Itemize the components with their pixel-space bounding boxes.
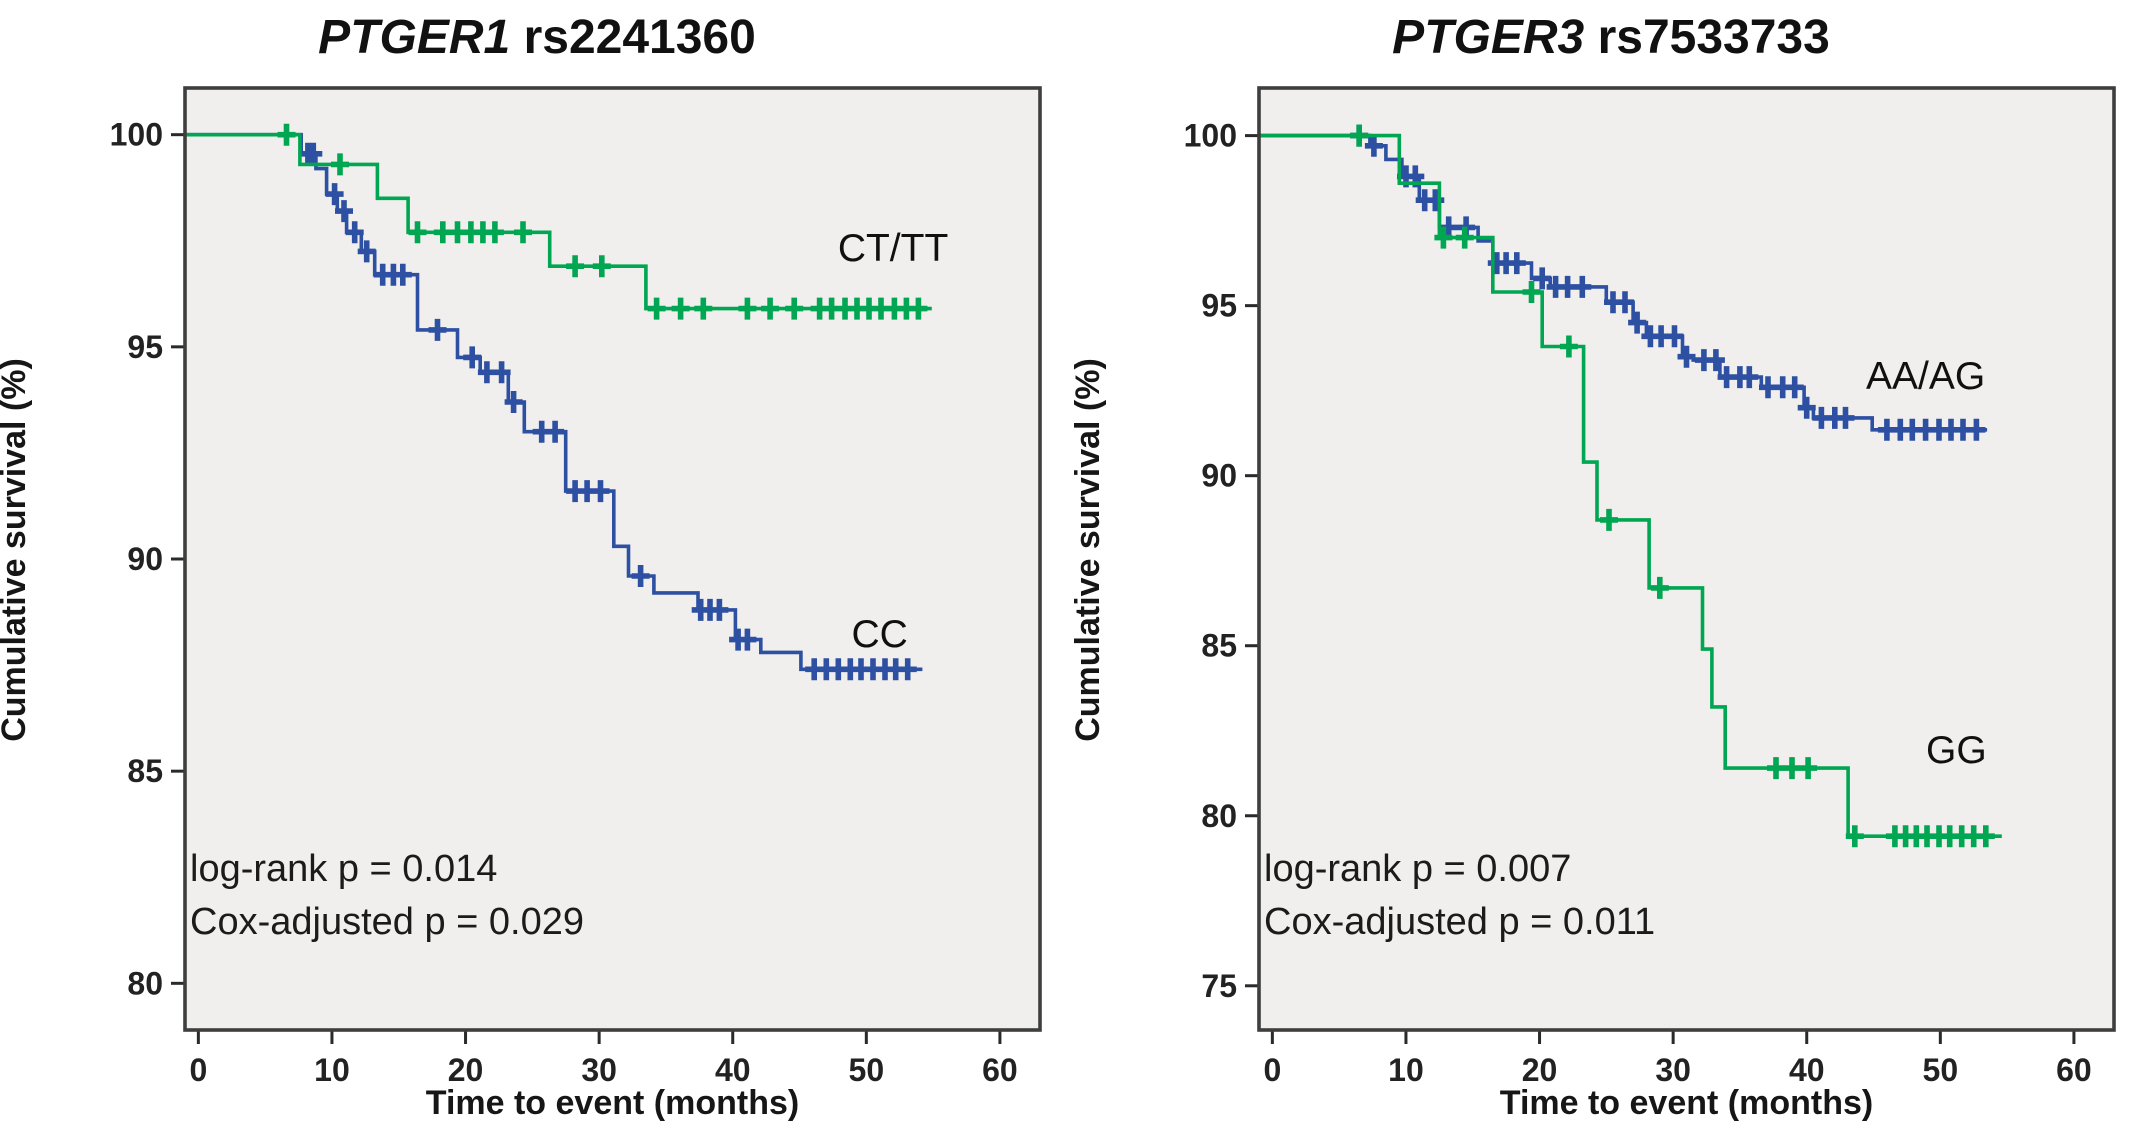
y-tick-label: 85 [1201,628,1237,664]
y-tick-label: 90 [1201,458,1237,494]
plot-border [1257,86,2116,1032]
x-tick-label: 30 [581,1052,617,1088]
y-tick-label: 95 [127,329,163,365]
snp-id: rs2241360 [523,11,756,64]
x-tick-label: 20 [1522,1052,1558,1088]
cox-adjusted-p: Cox-adjusted p = 0.029 [190,901,584,943]
chart-title-ptger3: PTGER3 rs7533733 [1074,10,2148,72]
censor-marks-cc [298,142,917,681]
plot-area [185,88,1040,1030]
y-axis-title: Cumulative survival (%) [0,358,33,742]
censor-marks-gg [1350,124,1995,848]
x-tick-label: 10 [1388,1052,1424,1088]
y-tick-label: 95 [1201,288,1237,324]
gene-name: PTGER3 [1392,11,1585,64]
y-tick-label: 100 [110,117,163,153]
chart-title-ptger1: PTGER1 rs2241360 [0,10,1074,72]
log-rank-p: log-rank p = 0.007 [1264,848,1572,890]
y-axis-title: Cumulative survival (%) [1069,358,1107,742]
y-tick-label: 100 [1184,118,1237,154]
series-label-aaag: AA/AG [1866,355,1986,399]
plot-area [1259,88,2114,1030]
x-tick-label: 10 [314,1052,350,1088]
chart-ptger3: 100 95 90 85 80 75 0 10 20 30 40 50 60 PTGER3 rs7533… [1069,0,2148,1130]
y-tick-label: 85 [127,753,163,789]
x-tick-label: 50 [849,1052,885,1088]
x-axis-title: Time to event (months) [425,1084,800,1122]
survival-curve-cttt [186,132,932,311]
y-tick-label: 90 [127,541,163,577]
x-tick-label: 20 [448,1052,484,1088]
x-tick-label: 50 [1923,1052,1959,1088]
cox-adjusted-p: Cox-adjusted p = 0.011 [1264,901,1656,943]
x-tick-label: 60 [2056,1052,2092,1088]
y-tick-label: 80 [127,965,163,1001]
series-label-cttt: CT/TT [837,227,949,271]
censor-marks-cttt [277,123,928,320]
x-tick-label: 40 [715,1052,751,1088]
plot-border [183,86,1042,1032]
survival-curve-gg [1260,133,2002,838]
x-axis-title: Time to event (months) [1499,1084,1874,1122]
x-tick-label: 60 [982,1052,1018,1088]
series-label-cc: CC [851,613,908,657]
pvalue-annotation: log-rank p = 0.014 Cox-adjusted p = 0.02… [190,843,584,949]
x-tick-label: 0 [189,1052,207,1088]
series-label-gg: GG [1926,729,1987,773]
x-tick-label: 0 [1263,1052,1281,1088]
km-plot-ptger3: 100 95 90 85 80 75 0 10 20 30 40 50 60 [1184,86,2116,1088]
x-tick-label: 40 [1789,1052,1825,1088]
km-plot-ptger1: 100 95 90 85 80 0 10 20 30 40 50 60 [110,86,1042,1088]
y-tick-label: 80 [1201,798,1237,834]
y-tick-label: 75 [1201,968,1237,1004]
x-tick-label: 30 [1655,1052,1691,1088]
chart-ptger1: 100 95 90 85 80 0 10 20 30 40 50 60 PTGER1 rs224136… [0,10,1074,1122]
log-rank-p: log-rank p = 0.014 [190,848,498,890]
snp-id: rs7533733 [1597,11,1830,64]
pvalue-annotation: log-rank p = 0.007 Cox-adjusted p = 0.01… [1264,843,1655,949]
gene-name: PTGER1 [318,11,511,64]
